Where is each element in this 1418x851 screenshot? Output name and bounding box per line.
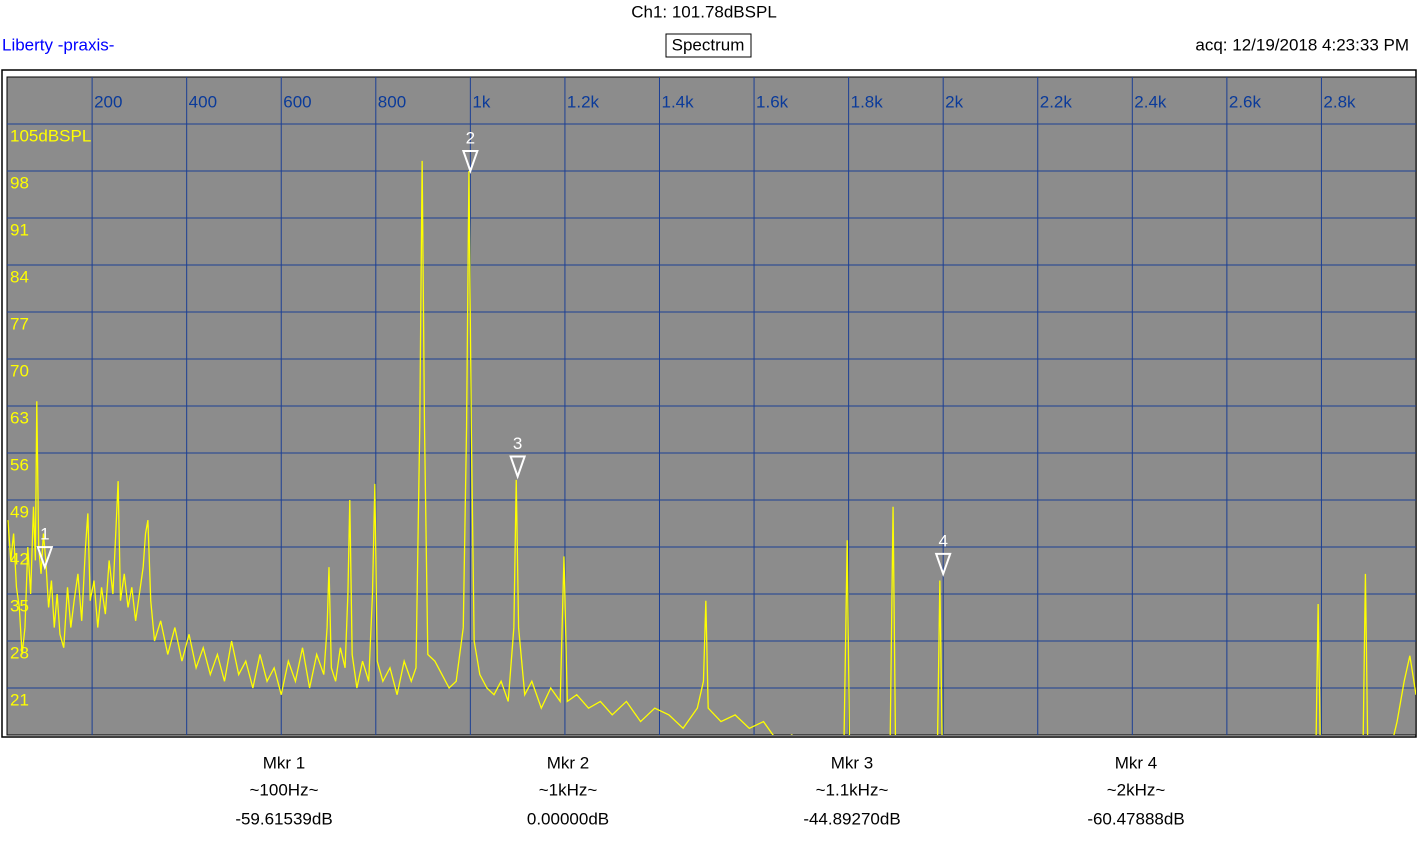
y-tick-label: 70 — [10, 361, 29, 380]
marker-triangle — [36, 546, 54, 571]
x-tick-label: 1.8k — [851, 92, 884, 111]
x-tick-label: 1k — [472, 92, 490, 111]
y-tick-label: 91 — [10, 220, 29, 239]
y-tick-label: 63 — [10, 408, 29, 427]
readout-label: Mkr 2 — [547, 753, 590, 772]
x-tick-label: 400 — [189, 92, 217, 111]
readout-frequency: ~1.1kHz~ — [816, 780, 889, 799]
x-tick-label: 2.8k — [1323, 92, 1356, 111]
x-tick-label: 2.6k — [1229, 92, 1262, 111]
readout-frequency: ~2kHz~ — [1107, 780, 1166, 799]
readout-frequency: ~100Hz~ — [250, 780, 319, 799]
marker-label: 2 — [466, 128, 475, 147]
y-tick-label: 42 — [10, 549, 29, 568]
y-tick-label: 28 — [10, 643, 29, 662]
plot-layer: 200 400 600 800 1k 1.2k 1.4k 1.6k 1.8k 2k 2.2k 2.4k… — [7, 77, 1416, 735]
acquired-label: acq: 12/19/2018 4:23:33 PM — [1195, 35, 1409, 54]
source-label: Liberty -praxis- — [2, 35, 114, 54]
x-tick-label: 2k — [945, 92, 963, 111]
readout-label: Mkr 1 — [263, 753, 306, 772]
y-tick-label: 49 — [10, 502, 29, 521]
marker-label: 1 — [40, 525, 49, 544]
readout-level: -44.89270dB — [803, 809, 900, 828]
y-tick-label: 77 — [10, 314, 29, 333]
marker-triangle — [934, 552, 952, 577]
x-tick-label: 800 — [378, 92, 406, 111]
marker-triangle — [461, 150, 479, 175]
marker-triangle — [509, 455, 527, 480]
y-tick-label: 56 — [10, 455, 29, 474]
readout-label: Mkr 3 — [831, 753, 874, 772]
marker-label: 3 — [513, 434, 522, 453]
readout-frequency: ~1kHz~ — [539, 780, 598, 799]
x-tick-label: 200 — [94, 92, 122, 111]
marker-label: 4 — [938, 531, 947, 550]
x-tick-label: 2.4k — [1134, 92, 1167, 111]
readout-label: Mkr 4 — [1115, 753, 1158, 772]
y-tick-label: 84 — [10, 267, 29, 286]
spectrum-trace — [7, 160, 1416, 735]
y-tick-label: 21 — [10, 690, 29, 709]
mode-label: Spectrum — [672, 35, 745, 54]
y-tick-label: 105dBSPL — [10, 126, 91, 145]
x-tick-label: 600 — [283, 92, 311, 111]
mode-box — [665, 33, 752, 58]
y-tick-label: 98 — [10, 173, 29, 192]
readout-level: -59.61539dB — [235, 809, 332, 828]
readout-level: 0.00000dB — [527, 809, 609, 828]
x-tick-label: 2.2k — [1040, 92, 1073, 111]
readout-level: -60.47888dB — [1087, 809, 1184, 828]
x-tick-label: 1.2k — [567, 92, 600, 111]
x-tick-label: 1.6k — [756, 92, 789, 111]
x-tick-label: 1.4k — [661, 92, 694, 111]
chart-title: Ch1: 101.78dBSPL — [631, 2, 777, 21]
